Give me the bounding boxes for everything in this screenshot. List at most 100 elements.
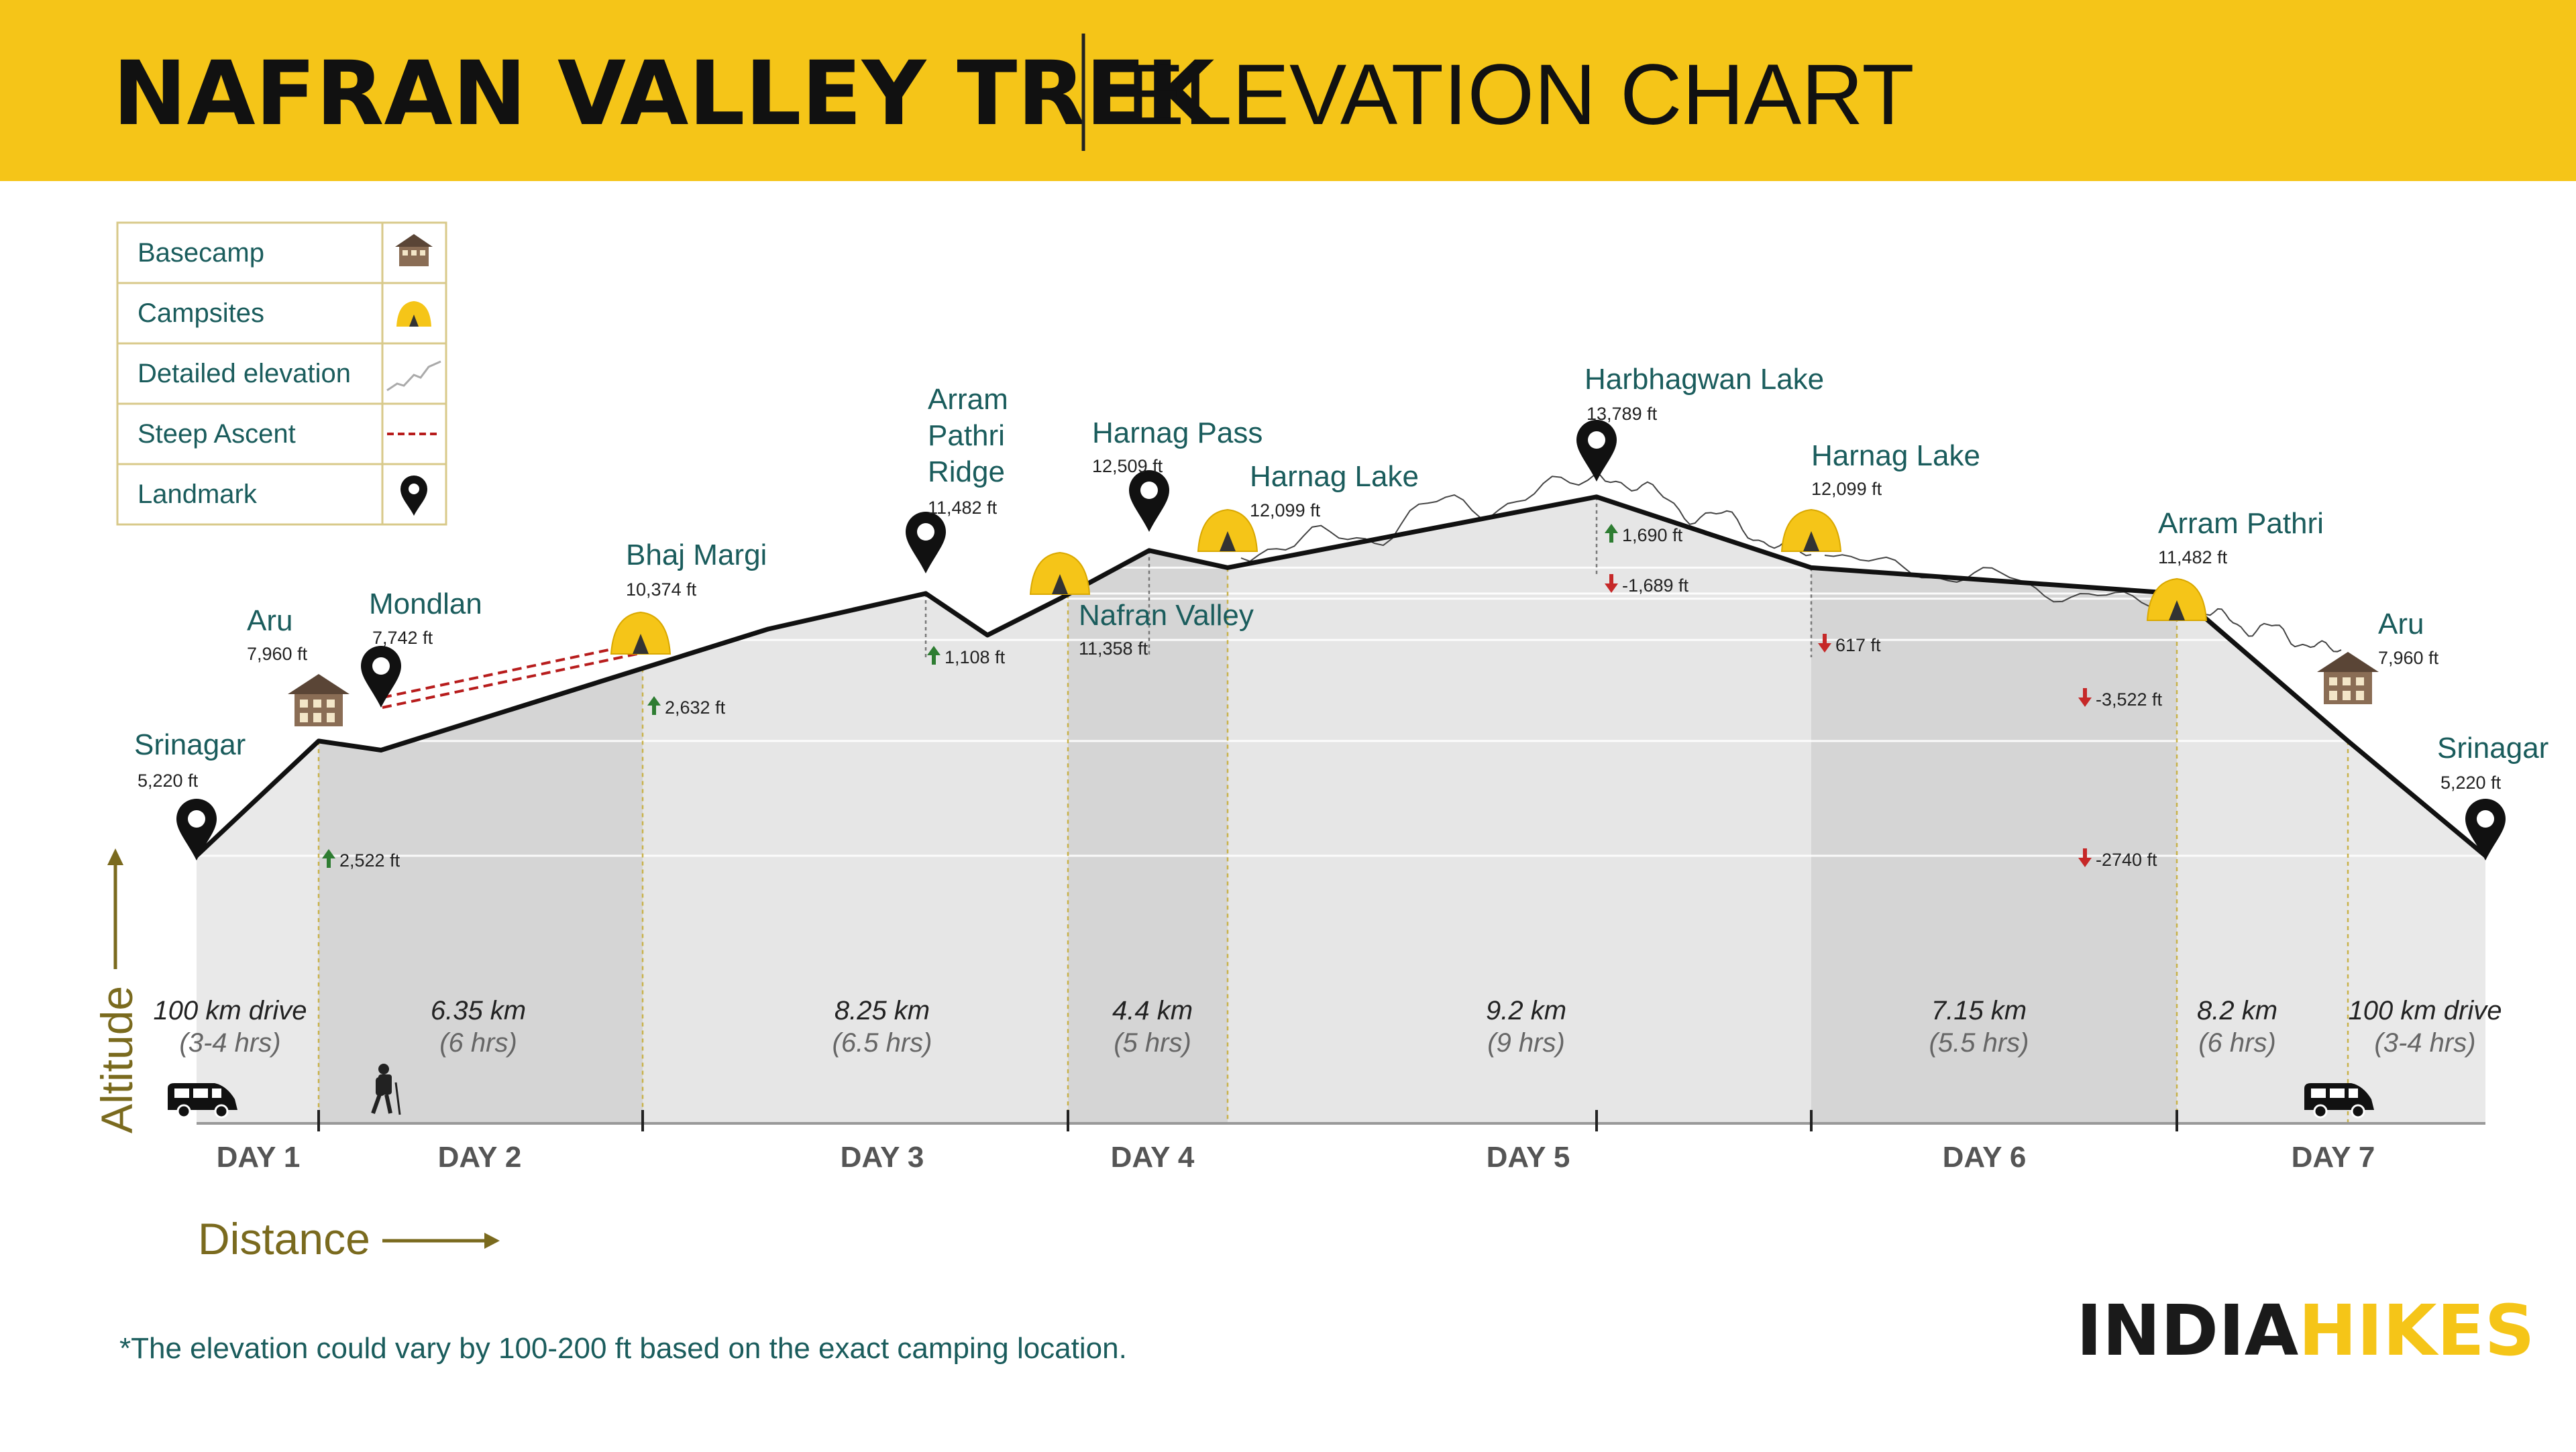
- descent-arrow-icon: [1818, 634, 1831, 653]
- segment-distance: 7.15 km: [1931, 996, 2027, 1025]
- segment-distance: 8.25 km: [835, 996, 930, 1025]
- tent-icon: [1780, 508, 1842, 552]
- day-label: DAY 1: [217, 1141, 301, 1174]
- legend-label: Campsites: [138, 298, 264, 328]
- point-name: Srinagar: [134, 728, 246, 761]
- detailed-elevation-line: [1824, 554, 2178, 608]
- y-axis-arrow-head: [107, 848, 123, 865]
- brand-logo: INDIAHIKES: [2076, 1290, 2535, 1372]
- day-band: [1811, 567, 2177, 1123]
- map-pin-icon: [361, 646, 401, 708]
- y-axis-label: Altitude: [92, 986, 142, 1133]
- day-label: DAY 2: [438, 1141, 522, 1174]
- point-elevation: 13,789 ft: [1587, 404, 1658, 424]
- ascent-arrow-icon: [322, 849, 335, 868]
- elevation-change: 1,108 ft: [945, 647, 1006, 667]
- day-band: [2177, 593, 2348, 1123]
- segment-duration: (6 hrs): [2198, 1028, 2276, 1058]
- ascent-arrow-icon: [927, 646, 941, 665]
- brand-part-hikes: HIKES: [2298, 1290, 2534, 1372]
- point-elevation: 5,220 ft: [138, 771, 199, 791]
- hiker-icon: [371, 1064, 401, 1115]
- segment-duration: (3-4 hrs): [2374, 1028, 2475, 1058]
- point-name: Harnag Lake: [1250, 460, 1419, 493]
- elevation-change: 2,632 ft: [665, 697, 726, 718]
- segment-distance: 9.2 km: [1486, 996, 1566, 1025]
- footnote: *The elevation could vary by 100-200 ft …: [119, 1332, 1127, 1365]
- descent-arrow-icon: [2078, 848, 2092, 867]
- ascent-arrow-icon: [1605, 524, 1618, 543]
- day-band: [1068, 550, 1228, 1123]
- tent-icon: [1197, 508, 1258, 552]
- detailed-elevation-line: [2186, 607, 2342, 653]
- point-elevation: 11,358 ft: [1079, 638, 1148, 659]
- legend: Basecamp Campsites Detailed elevation Steep…: [116, 221, 447, 526]
- map-pin-icon: [400, 476, 427, 516]
- elevation-change: -1,689 ft: [1622, 575, 1689, 596]
- tent-icon: [396, 301, 431, 327]
- day-label: DAY 3: [841, 1141, 924, 1174]
- page-subtitle: ELEVATION CHART: [1127, 47, 1915, 143]
- point-elevation: 7,960 ft: [2378, 648, 2439, 668]
- detailed-elevation-icon: [386, 360, 441, 392]
- day-band: [197, 740, 319, 1123]
- point-name: Aru: [247, 604, 292, 637]
- day-label: DAY 7: [2292, 1141, 2375, 1174]
- point-elevation: 7,742 ft: [372, 628, 433, 648]
- x-axis-arrow-head: [484, 1233, 500, 1249]
- point-name: Harnag Lake: [1811, 439, 1980, 472]
- chart-area: Srinagar 5,220 ft Aru 7,960 ft Mondlan 7,742 …: [134, 363, 2548, 1174]
- brand-part-india: INDIA: [2076, 1290, 2298, 1372]
- point-elevation: 11,482 ft: [928, 498, 998, 518]
- segment-duration: (9 hrs): [1487, 1028, 1565, 1058]
- segment-duration: (6 hrs): [439, 1028, 517, 1058]
- segment-distance: 6.35 km: [431, 996, 526, 1025]
- map-pin-icon: [906, 512, 946, 573]
- day-band: [2348, 740, 2485, 1123]
- tent-icon: [610, 611, 672, 655]
- point-name: Nafran Valley: [1079, 599, 1254, 632]
- detailed-elevation-line: [1599, 474, 1812, 557]
- descent-arrow-icon: [2078, 688, 2092, 707]
- elevation-change: 1,690 ft: [1622, 525, 1683, 545]
- point-name: Mondlan: [369, 588, 482, 620]
- elevation-change: 617 ft: [1835, 635, 1881, 655]
- point-name: Arram Pathri: [2158, 507, 2324, 540]
- descent-arrow-icon: [1605, 574, 1618, 593]
- detailed-elevation-line: [1240, 472, 1597, 563]
- point-elevation: 12,099 ft: [1250, 500, 1321, 520]
- point-name: Bhaj Margi: [626, 539, 767, 571]
- elevation-change: 2,522 ft: [339, 850, 400, 871]
- point-name: Arram Pathri Ridge: [928, 383, 1008, 488]
- point-elevation: 10,374 ft: [626, 579, 697, 600]
- elevation-change: -3,522 ft: [2096, 689, 2163, 710]
- elevation-profile-line: [195, 494, 2487, 858]
- basecamp-icon: [2317, 652, 2379, 704]
- point-elevation: 11,482 ft: [2158, 547, 2228, 567]
- van-icon: [168, 1083, 237, 1119]
- day-band: [319, 668, 643, 1123]
- point-name: Srinagar: [2437, 732, 2548, 765]
- day-label: DAY 5: [1487, 1141, 1570, 1174]
- ascent-arrow-icon: [647, 696, 661, 715]
- map-pin-icon: [1576, 420, 1617, 482]
- day-label: DAY 6: [1943, 1141, 2027, 1174]
- point-elevation: 5,220 ft: [2440, 773, 2502, 793]
- map-pin-icon: [2465, 799, 2506, 860]
- tent-icon: [2146, 577, 2208, 621]
- basecamp-icon: [395, 234, 433, 266]
- legend-label: Detailed elevation: [138, 359, 351, 388]
- page-title: NAFRAN VALLEY TREK: [113, 42, 1218, 146]
- segment-distance: 4.4 km: [1112, 996, 1193, 1025]
- van-icon: [2304, 1083, 2374, 1119]
- day-band: [1228, 496, 1811, 1123]
- segment-distance: 100 km drive: [2349, 996, 2502, 1025]
- segment-duration: (5.5 hrs): [1929, 1028, 2029, 1058]
- segment-distance: 100 km drive: [154, 996, 307, 1025]
- map-pin-icon: [176, 799, 217, 860]
- legend-label: Steep Ascent: [138, 419, 296, 449]
- day-label: DAY 4: [1111, 1141, 1195, 1174]
- segment-duration: (3-4 hrs): [179, 1028, 280, 1058]
